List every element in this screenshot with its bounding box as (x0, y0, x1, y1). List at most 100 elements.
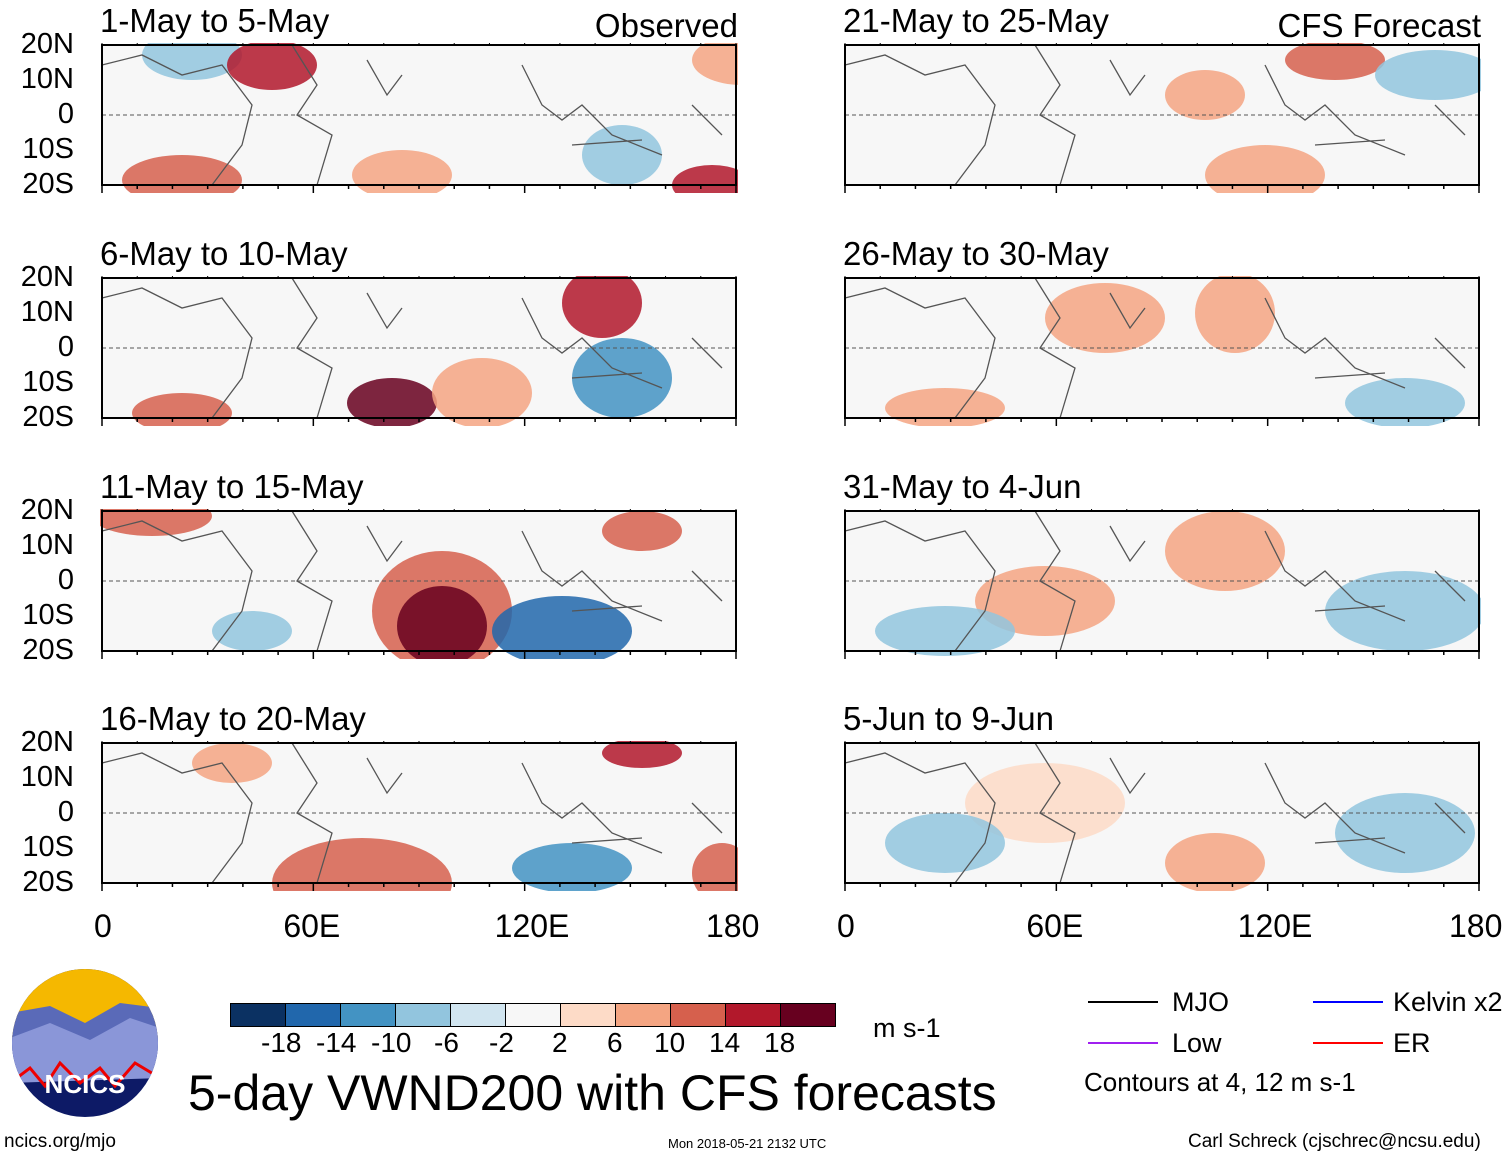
anomaly-region (512, 843, 632, 891)
map-panel (844, 509, 1481, 659)
colorbar-label: -10 (371, 1027, 412, 1058)
panel-title: 26-May to 30-May (843, 235, 1109, 272)
colorbar-label: -14 (316, 1027, 357, 1058)
anomaly-region (397, 586, 487, 659)
colorbar-swatch (505, 1003, 561, 1027)
anomaly-region (212, 611, 292, 651)
colorbar-swatch (615, 1003, 671, 1027)
lon-label: 180 (706, 908, 760, 944)
anomaly-region (272, 838, 452, 891)
anomaly-region (692, 43, 738, 85)
lat-label: 10N (20, 296, 74, 328)
lat-label: 20N (20, 726, 74, 758)
panel-tag: Observed (594, 7, 738, 44)
anomaly-region (885, 813, 1005, 873)
panel-title: 11-May to 15-May (100, 468, 364, 505)
anomaly-region (122, 155, 242, 193)
footer-timestamp: Mon 2018-05-21 2132 UTC (668, 1136, 827, 1151)
anomaly-region (885, 388, 1005, 426)
lat-label: 10S (22, 133, 74, 165)
lat-label: 0 (57, 331, 74, 363)
map-panel (101, 43, 738, 193)
map-panel (101, 276, 737, 426)
map-panel (844, 276, 1480, 426)
panel-tag: CFS Forecast (1277, 7, 1481, 44)
colorbar-swatch (450, 1003, 506, 1027)
colorbar-swatch (230, 1003, 286, 1027)
mjo-line-icon (1088, 1001, 1158, 1003)
colorbar-label: 6 (607, 1027, 623, 1058)
figure-title: 5-day VWND200 with CFS forecasts (188, 1065, 997, 1121)
colorbar-label: 14 (709, 1027, 741, 1058)
lon-label: 60E (1026, 908, 1084, 944)
kelvin-line-icon (1313, 1001, 1383, 1003)
colorbar-label: 10 (654, 1027, 686, 1058)
anomaly-region (192, 743, 272, 783)
map-panel (844, 43, 1481, 193)
lat-label: 10N (20, 761, 74, 793)
anomaly-region (1165, 833, 1265, 891)
coastline (101, 742, 723, 884)
coastline (844, 277, 1466, 419)
anomaly-region (1375, 50, 1481, 100)
panel-title: 1-May to 5-May (100, 2, 330, 39)
lon-label: 120E (494, 908, 570, 944)
anomaly-region (352, 150, 452, 193)
anomaly-region (875, 606, 1015, 656)
colorbar-swatch (395, 1003, 451, 1027)
colorbar-swatch (725, 1003, 781, 1027)
coastline (101, 44, 723, 186)
colorbar-swatch (560, 1003, 616, 1027)
lat-label: 10N (20, 529, 74, 561)
anomaly-region (432, 358, 532, 426)
colorbar-label: 18 (764, 1027, 796, 1058)
panel-title: 16-May to 20-May (100, 700, 366, 737)
colorbar-unit: m s-1 (873, 1013, 941, 1043)
coastline (844, 742, 1466, 884)
anomaly-region (1325, 571, 1481, 651)
colorbar-label: -6 (434, 1027, 459, 1058)
map-panel (101, 741, 738, 891)
footer-url[interactable]: ncics.org/mjo (4, 1131, 116, 1152)
anomaly-region (602, 741, 682, 768)
lon-label: 120E (1237, 908, 1313, 944)
anomaly-region (1285, 43, 1385, 80)
lat-label: 0 (57, 796, 74, 828)
panel-title: 6-May to 10-May (100, 235, 348, 272)
lat-label: 10S (22, 366, 74, 398)
panel-title: 5-Jun to 9-Jun (843, 700, 1054, 737)
svg-text:NCICS: NCICS (45, 1069, 126, 1099)
anomaly-region (572, 338, 672, 418)
legend-er: ER (1393, 1028, 1431, 1058)
lat-label: 10S (22, 599, 74, 631)
anomaly-region (142, 43, 242, 80)
coastline (101, 510, 723, 652)
colorbar-swatch (340, 1003, 396, 1027)
ncics-logo: NCICS (12, 969, 158, 1117)
lat-label: 20S (22, 401, 74, 433)
anomaly-region (692, 843, 738, 891)
lat-label: 20N (20, 28, 74, 60)
anomaly-region (672, 165, 738, 193)
lon-label: 0 (94, 908, 112, 944)
anomaly-region (100, 509, 212, 536)
map-panel (100, 509, 737, 659)
low-line-icon (1088, 1042, 1158, 1044)
lon-label: 60E (283, 908, 341, 944)
lat-label: 0 (57, 564, 74, 596)
lat-label: 10S (22, 831, 74, 863)
colorbar-swatch (780, 1003, 836, 1027)
lat-label: 20N (20, 494, 74, 526)
contour-note: Contours at 4, 12 m s-1 (1084, 1067, 1356, 1097)
anomaly-region (227, 43, 317, 90)
anomaly-region (975, 566, 1115, 636)
anomaly-region (1205, 145, 1325, 193)
lat-label: 20S (22, 866, 74, 898)
lat-label: 20S (22, 168, 74, 200)
anomaly-region (1345, 378, 1465, 426)
legend-low: Low (1172, 1028, 1222, 1058)
colorbar-label: -2 (489, 1027, 514, 1058)
panel-title: 31-May to 4-Jun (843, 468, 1082, 505)
anomaly-region (602, 511, 682, 551)
